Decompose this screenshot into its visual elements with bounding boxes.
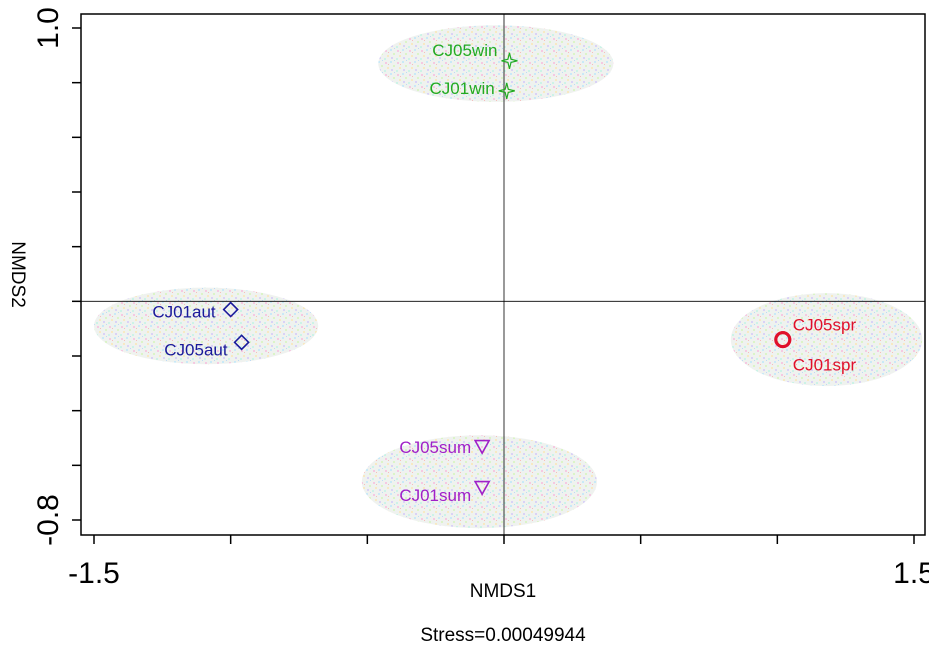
reference-lines <box>81 14 925 535</box>
point-CJ01sum <box>473 480 491 496</box>
point-label-CJ05spr: CJ05spr <box>793 316 857 335</box>
tick-marks <box>72 27 915 544</box>
x-tick-label-min: -1.5 <box>68 557 120 590</box>
point-CJ01aut <box>222 301 239 318</box>
point-label-CJ01win: CJ01win <box>430 79 495 98</box>
point-CJ01spr <box>774 331 792 349</box>
group-ellipse-0 <box>378 25 614 102</box>
point-label-CJ01aut: CJ01aut <box>152 303 216 322</box>
point-label-CJ01spr: CJ01spr <box>793 356 857 375</box>
ellipse-layer <box>94 25 923 529</box>
y-tick-label-min: -0.8 <box>32 494 65 546</box>
stress-annotation: Stress=0.00049944 <box>420 625 586 646</box>
point-CJ05win <box>501 52 518 69</box>
plot-frame <box>80 13 926 536</box>
point-label-CJ05win: CJ05win <box>432 41 497 60</box>
y-axis-title: NMDS2 <box>7 241 28 308</box>
point-CJ05sum <box>473 439 491 455</box>
point-label-CJ05aut: CJ05aut <box>164 340 228 359</box>
x-axis-title: NMDS1 <box>470 581 537 602</box>
point-CJ01win <box>498 82 515 100</box>
y-tick-label-max: 1.0 <box>32 7 65 49</box>
point-CJ05aut <box>233 334 250 351</box>
point-label-CJ05sum: CJ05sum <box>399 438 471 457</box>
x-tick-label-max: 1.5 <box>893 557 929 590</box>
points-layer <box>222 52 792 496</box>
point-label-CJ01sum: CJ01sum <box>399 486 471 505</box>
group-ellipse-2 <box>730 293 923 387</box>
group-ellipse-1 <box>94 287 319 365</box>
point-labels: CJ05win CJ01win CJ01aut CJ05aut CJ05spr CJ01s… <box>152 41 856 505</box>
